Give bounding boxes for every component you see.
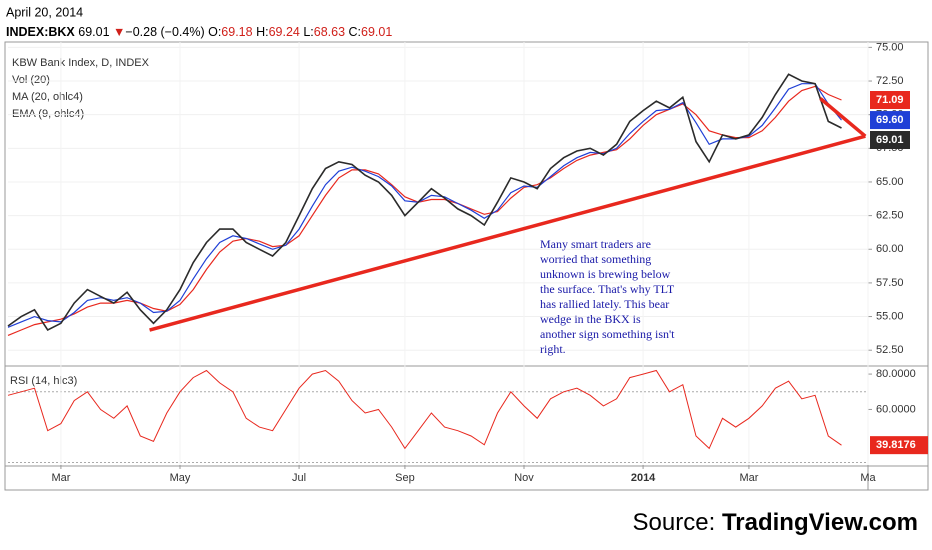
annotation-line: another sign something isn't	[540, 327, 675, 341]
trendline	[819, 97, 867, 138]
ohlc-label: L:	[303, 25, 313, 39]
source-prefix: Source:	[633, 509, 722, 536]
y-tick-label: 65.00	[876, 176, 904, 188]
x-tick-label: 2014	[631, 472, 656, 484]
rsi-tick-label: 80.0000	[876, 368, 916, 380]
rsi-last-box	[870, 436, 928, 455]
ohlc-value: 69.18	[221, 25, 252, 39]
change-arrow: ▼	[113, 25, 125, 39]
rsi-line	[7, 369, 842, 450]
ohlc-value: 69.01	[361, 25, 392, 39]
trendline	[149, 134, 866, 332]
annotation-line: unknown is brewing below	[540, 267, 671, 281]
series-line	[7, 85, 842, 336]
annotation-line: right.	[540, 342, 566, 356]
y-tick-label: 75.00	[876, 41, 904, 53]
x-tick-label: Ma	[860, 472, 876, 484]
rsi-tick-label: 60.0000	[876, 403, 916, 415]
source-name: TradingView.com	[722, 509, 918, 536]
annotation-line: worried that something	[540, 252, 651, 266]
annotation-line: has rallied lately. This bear	[540, 297, 669, 311]
annotation-line: the surface. That's why TLT	[540, 282, 675, 296]
y-tick-label: 57.50	[876, 277, 904, 289]
y-tick-label: 60.00	[876, 243, 904, 255]
ohlc-label: O:	[208, 25, 221, 39]
date: April 20, 2014	[6, 5, 83, 19]
last-price: 69.01	[78, 25, 109, 39]
last-value-box	[870, 111, 910, 130]
symbol: INDEX:BKX	[6, 25, 75, 39]
change: −0.28 (−0.4%)	[125, 25, 204, 39]
last-value-label: 69.60	[876, 114, 904, 126]
y-tick-label: 72.50	[876, 75, 904, 87]
legend-title: KBW Bank Index, D, INDEX	[12, 57, 150, 69]
x-tick-label: Sep	[395, 472, 415, 484]
last-value-label: 69.01	[876, 134, 904, 146]
rsi-title: RSI (14, hlc3)	[10, 375, 77, 387]
x-tick-label: Mar	[739, 472, 758, 484]
annotation-line: Many smart traders are	[540, 237, 651, 251]
annotation-line: wedge in the BKX is	[540, 312, 641, 326]
quote-line: INDEX:BKX 69.01 ▼−0.28 (−0.4%) O:69.18 H…	[6, 25, 392, 39]
x-tick-label: Nov	[514, 472, 534, 484]
ohlc-label: H:	[256, 25, 269, 39]
rsi-last-label: 39.8176	[876, 439, 916, 451]
series-line	[7, 83, 842, 328]
y-tick-label: 62.50	[876, 210, 904, 222]
last-value-label: 71.09	[876, 94, 904, 106]
last-value-box	[870, 91, 910, 110]
ohlc-value: 68.63	[314, 25, 345, 39]
last-value-box	[870, 130, 910, 149]
x-tick-label: Jul	[292, 472, 306, 484]
source: Source: TradingView.com	[633, 509, 918, 536]
legend-ma: MA (20, ohlc4)	[12, 91, 83, 103]
legend-vol: Vol (20)	[12, 74, 50, 86]
x-tick-label: May	[170, 472, 191, 484]
frame	[4, 41, 929, 491]
ohlc-label: C:	[349, 25, 362, 39]
x-tick-label: Mar	[51, 472, 70, 484]
y-tick-label: 52.50	[876, 344, 904, 356]
legend-ema: EMA (9, ohlc4)	[12, 108, 84, 120]
series-line	[7, 73, 842, 332]
y-tick-label: 55.00	[876, 310, 904, 322]
ohlc-value: 69.24	[269, 25, 300, 39]
